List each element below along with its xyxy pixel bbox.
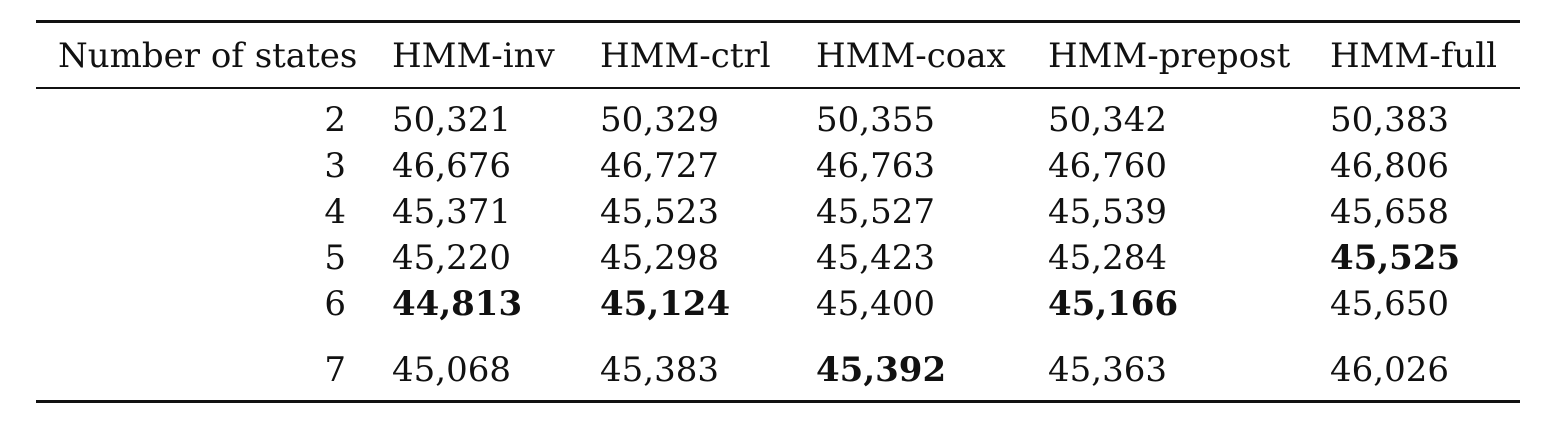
value-cell: 45,220 (392, 238, 511, 278)
value-cell: 45,298 (600, 238, 719, 278)
value-cell: 45,525 (1330, 238, 1461, 278)
value-cell: 45,400 (816, 284, 935, 324)
header-number-of-states: Number of states (58, 36, 358, 76)
value-cell: 45,371 (392, 192, 511, 232)
value-cell: 45,383 (600, 350, 719, 390)
value-cell: 50,342 (1048, 100, 1167, 140)
state-cell: 5 (324, 238, 346, 278)
value-cell: 45,658 (1330, 192, 1449, 232)
value-cell: 46,806 (1330, 146, 1449, 186)
value-cell: 45,284 (1048, 238, 1167, 278)
header-hmm-inv: HMM-inv (392, 36, 555, 76)
header-rule (36, 87, 1520, 89)
top-rule (36, 20, 1520, 23)
value-cell: 45,423 (816, 238, 935, 278)
bottom-rule (36, 400, 1520, 403)
value-cell: 45,539 (1048, 192, 1167, 232)
value-cell: 50,383 (1330, 100, 1449, 140)
value-cell: 46,676 (392, 146, 511, 186)
value-cell: 45,124 (600, 284, 731, 324)
value-cell: 46,727 (600, 146, 719, 186)
value-cell: 50,321 (392, 100, 511, 140)
state-cell: 4 (324, 192, 346, 232)
value-cell: 44,813 (392, 284, 523, 324)
value-cell: 45,392 (816, 350, 947, 390)
state-cell: 2 (324, 100, 346, 140)
value-cell: 45,650 (1330, 284, 1449, 324)
state-cell: 7 (324, 350, 346, 390)
value-cell: 45,363 (1048, 350, 1167, 390)
value-cell: 50,355 (816, 100, 935, 140)
value-cell: 46,760 (1048, 146, 1167, 186)
value-cell: 50,329 (600, 100, 719, 140)
state-cell: 6 (324, 284, 346, 324)
value-cell: 45,523 (600, 192, 719, 232)
value-cell: 45,527 (816, 192, 935, 232)
value-cell: 46,763 (816, 146, 935, 186)
header-hmm-prepost: HMM-prepost (1048, 36, 1291, 76)
value-cell: 45,068 (392, 350, 511, 390)
header-hmm-full: HMM-full (1330, 36, 1497, 76)
header-hmm-coax: HMM-coax (816, 36, 1006, 76)
header-hmm-ctrl: HMM-ctrl (600, 36, 771, 76)
value-cell: 46,026 (1330, 350, 1449, 390)
state-cell: 3 (324, 146, 346, 186)
value-cell: 45,166 (1048, 284, 1179, 324)
